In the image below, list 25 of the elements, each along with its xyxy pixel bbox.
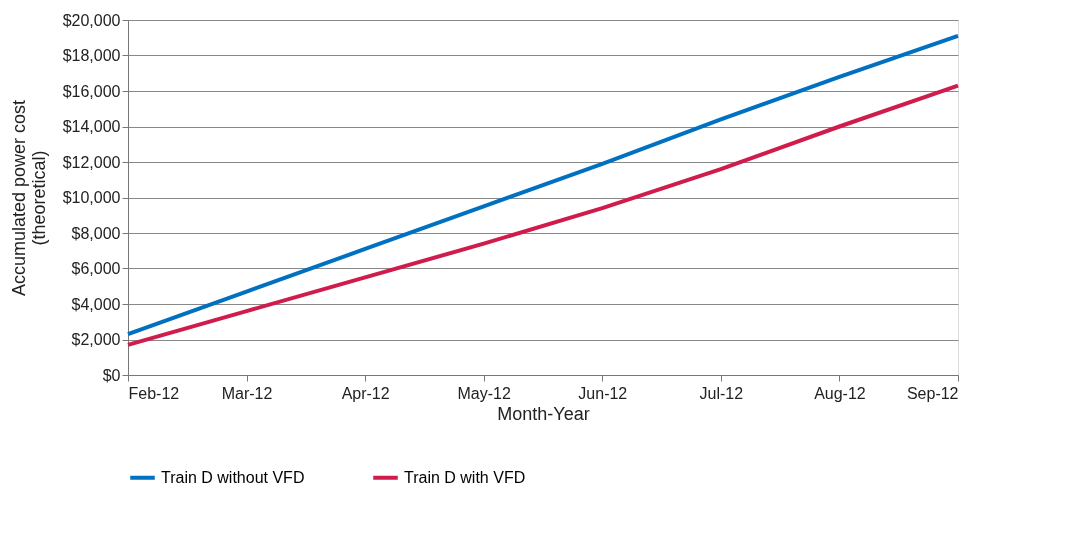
y-tick-label: $2,000: [71, 331, 121, 348]
x-tick-label: Feb-12: [128, 384, 180, 402]
x-tick-label: May-12: [457, 384, 511, 402]
y-tick-label: $12,000: [62, 153, 121, 171]
y-tick-label: $20,000: [62, 11, 121, 29]
y-tick-label: $0: [102, 366, 121, 384]
legend-label: Train D without VFD: [161, 468, 305, 486]
x-tick-label: Aug-12: [814, 384, 866, 402]
x-tick-label: Jul-12: [699, 384, 744, 402]
y-tick-label: $4,000: [71, 295, 121, 313]
y-tick-label: $16,000: [62, 82, 121, 100]
x-tick-label: Apr-12: [341, 384, 390, 402]
legend-label: Train D with VFD: [404, 468, 526, 486]
x-tick-label: Jun-12: [578, 384, 628, 402]
line-series: [126, 83, 960, 347]
x-axis-title: Month-Year: [497, 403, 590, 424]
y-tick-label: $14,000: [62, 118, 121, 135]
y-tick-label: $8,000: [71, 224, 121, 242]
y-tick-label: $6,000: [71, 260, 121, 277]
y-tick-label: $18,000: [62, 47, 121, 64]
y-tick-label: $10,000: [62, 189, 121, 206]
x-tick-label: Mar-12: [221, 384, 273, 402]
y-axis-title: Accumulated power cost (theoretical): [8, 99, 49, 297]
line-series: [126, 33, 960, 337]
x-tick-label: Sep-12: [906, 384, 959, 402]
